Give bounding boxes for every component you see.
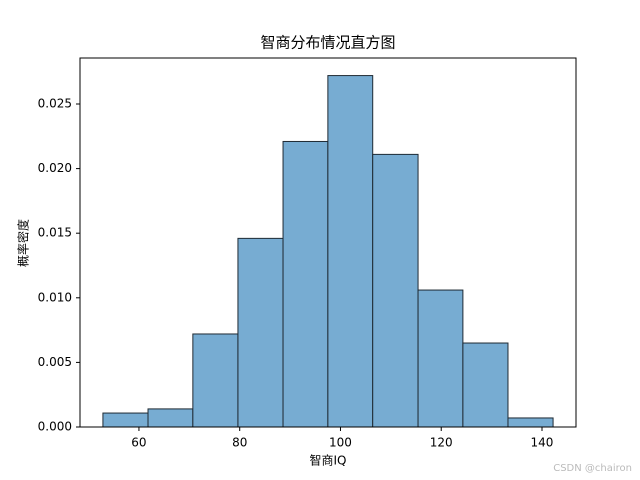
y-axis-label: 概率密度 <box>16 219 31 267</box>
bar <box>462 342 509 428</box>
watermark: CSDN @chairon <box>553 463 632 474</box>
y-tick-label: 0.000 <box>38 420 72 434</box>
y-tick-label: 0.025 <box>38 96 72 110</box>
plot-frame <box>79 57 577 428</box>
y-tick-label: 0.015 <box>38 226 72 240</box>
bar <box>372 153 419 428</box>
y-tick-label: 0.005 <box>38 355 72 369</box>
x-tick-label: 100 <box>329 436 352 450</box>
x-axis-label: 智商IQ <box>310 453 347 468</box>
x-tick-label: 80 <box>232 436 247 450</box>
x-tick-label: 120 <box>430 436 453 450</box>
x-tick-label: 140 <box>531 436 554 450</box>
y-tick-label: 0.010 <box>38 290 72 304</box>
chart-title: 智商分布情况直方图 <box>260 34 395 52</box>
bar <box>147 408 194 428</box>
bar <box>102 412 149 428</box>
bar <box>417 289 464 428</box>
bar <box>327 75 374 428</box>
bar <box>192 333 239 428</box>
y-tick-label: 0.020 <box>38 161 72 175</box>
bar <box>507 417 554 428</box>
bar <box>282 140 329 428</box>
bar <box>237 237 284 428</box>
x-tick-label: 60 <box>131 436 146 450</box>
